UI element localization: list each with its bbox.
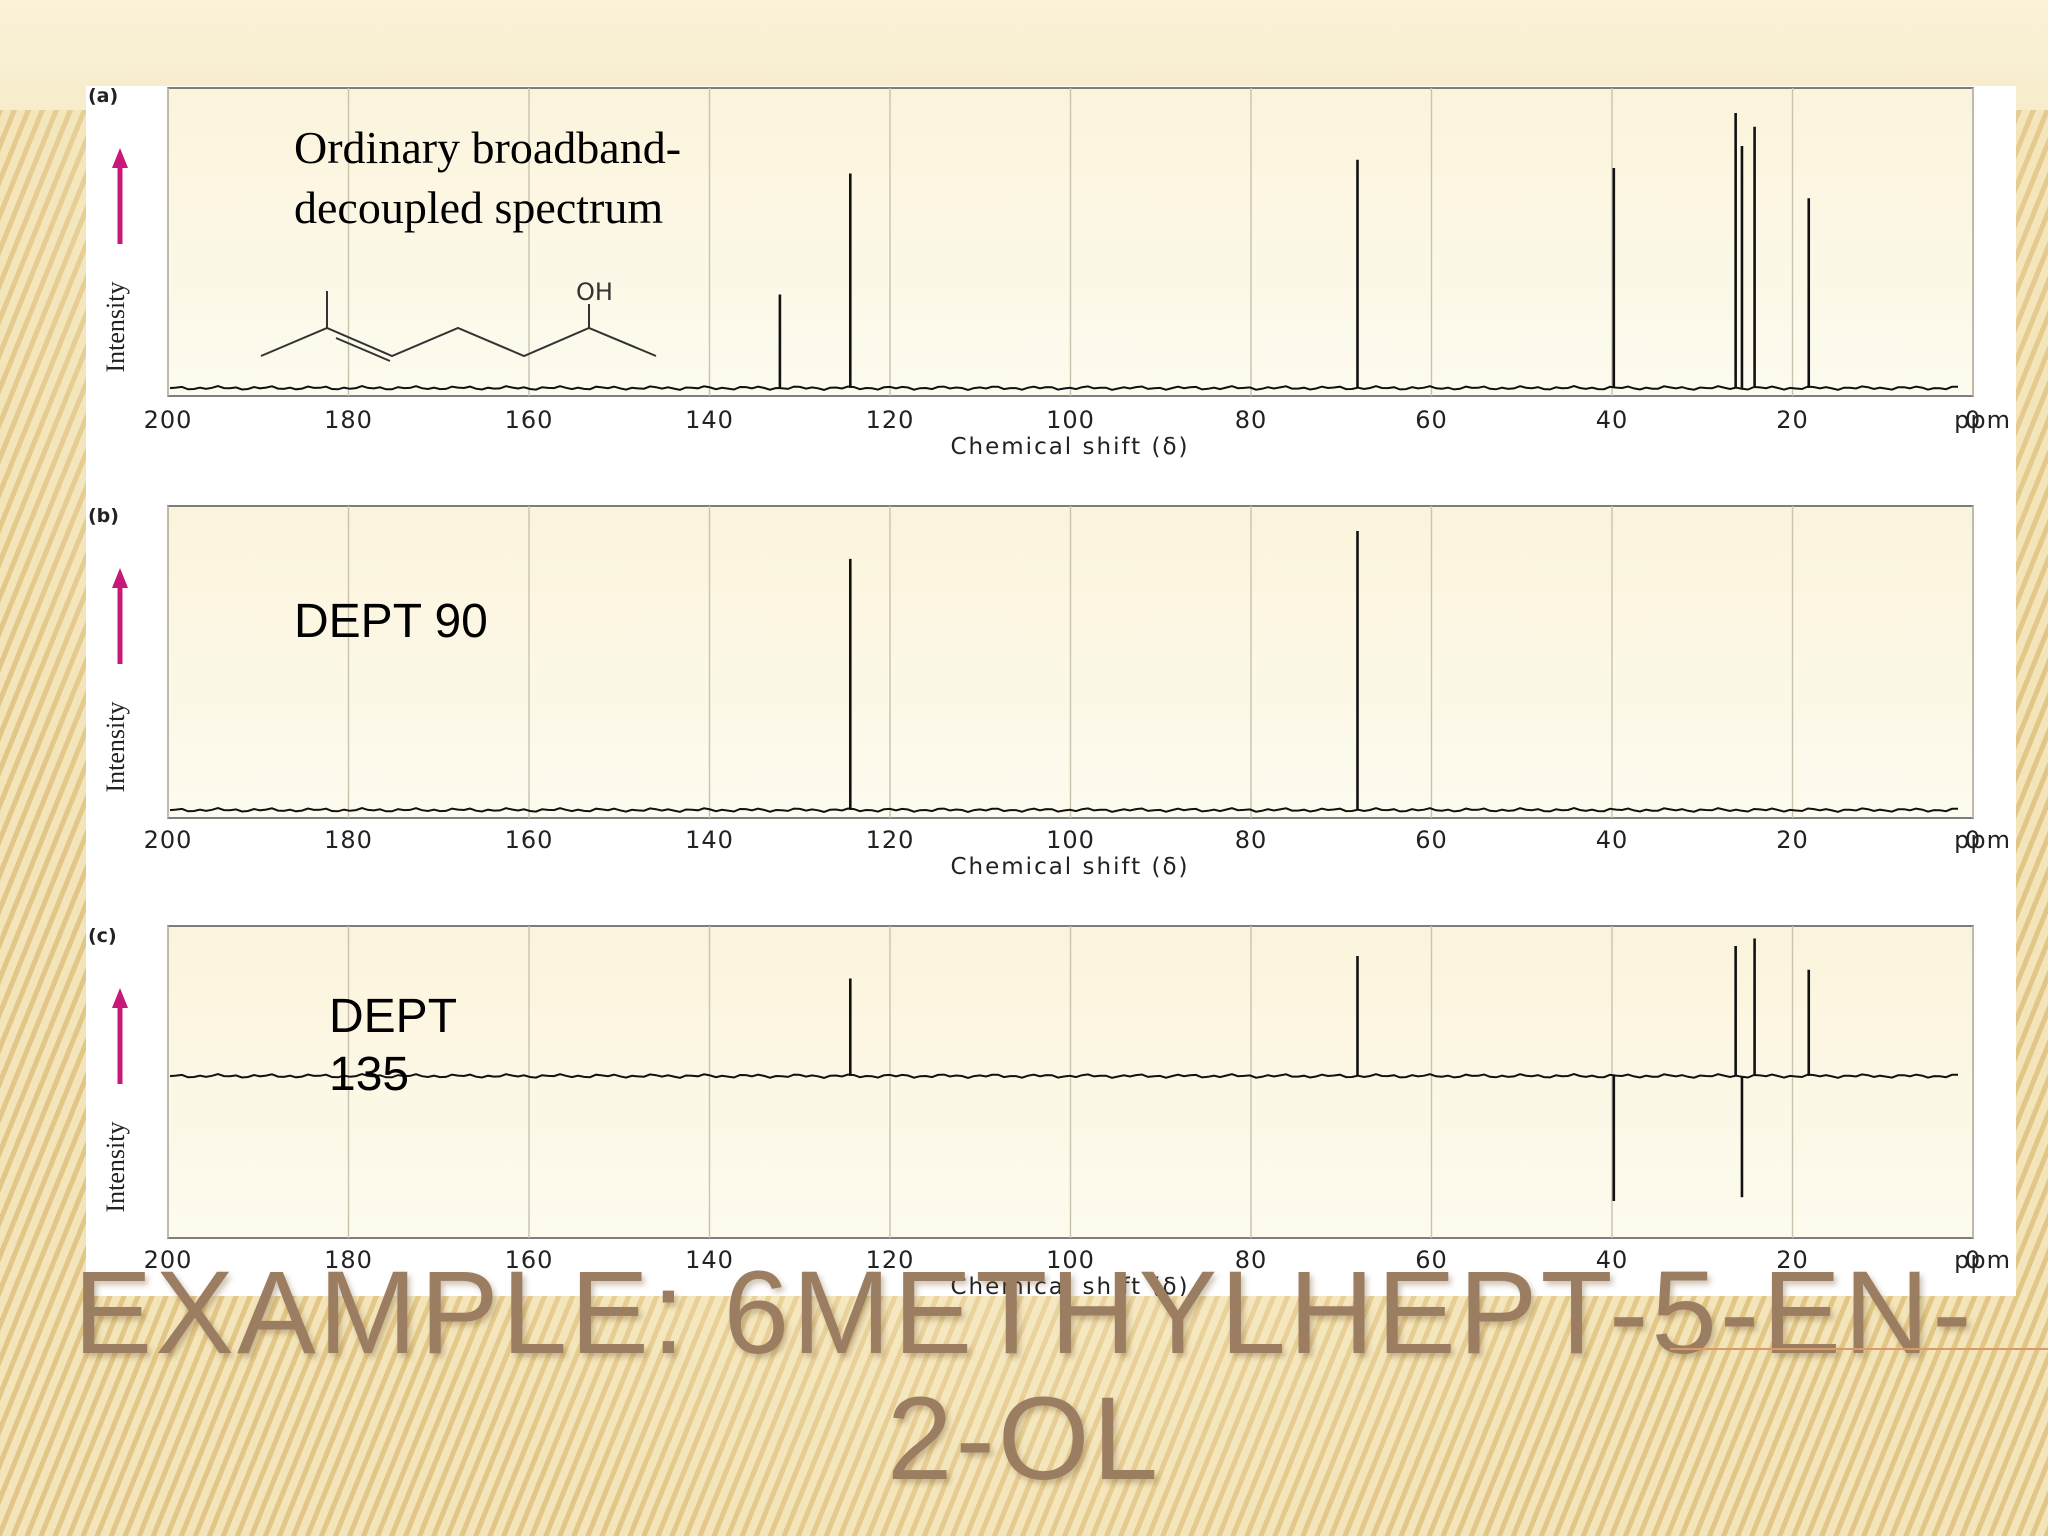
x-tick-label: 0 [1965, 1246, 1981, 1274]
baseline-trace [169, 385, 1958, 391]
baseline-trace [169, 1073, 1958, 1079]
panel-letter: (c) [88, 925, 117, 947]
y-axis-label: Intensity [101, 702, 130, 793]
x-unit-label: ppm [1954, 826, 2011, 854]
x-tick-label: 40 [1596, 826, 1629, 854]
x-tick-label: 60 [1415, 1246, 1448, 1274]
x-tick-label: 120 [866, 1246, 915, 1274]
x-tick-label: 80 [1235, 826, 1268, 854]
x-tick-label: 20 [1776, 826, 1809, 854]
x-unit-label: ppm [1954, 406, 2011, 434]
panel-b-title: DEPT 90 [294, 595, 488, 648]
x-tick-label: 180 [324, 406, 373, 434]
x-tick-label: 100 [1046, 826, 1095, 854]
molecule-oh-label: OH [576, 278, 613, 306]
molecule-double-bond [335, 337, 391, 362]
x-tick-label: 40 [1596, 1246, 1629, 1274]
x-tick-label: 20 [1776, 406, 1809, 434]
x-tick-label: 140 [685, 1246, 734, 1274]
x-tick-label: 60 [1415, 406, 1448, 434]
x-tick-label: 120 [866, 826, 915, 854]
x-unit-label: ppm [1954, 1246, 2011, 1274]
intensity-arrowhead [112, 568, 128, 588]
x-tick-label: 100 [1046, 1246, 1095, 1274]
x-axis-label: Chemical shift (δ) [950, 1274, 1189, 1296]
y-axis-label: Intensity [101, 282, 130, 373]
y-axis-label: Intensity [101, 1122, 130, 1213]
title-divider-line [1670, 1348, 2048, 1350]
slide-title: Example: 6Methylhept-5-en-2-ol [73, 1247, 1975, 1505]
x-tick-label: 200 [144, 1246, 193, 1274]
x-tick-label: 200 [144, 406, 193, 434]
molecule-structure: OH [260, 278, 657, 362]
x-tick-label: 0 [1965, 406, 1981, 434]
baseline-trace [169, 807, 1958, 813]
x-tick-label: 0 [1965, 826, 1981, 854]
x-tick-label: 20 [1776, 1246, 1809, 1274]
x-tick-label: 100 [1046, 406, 1095, 434]
panel-c-title-line1: DEPT [329, 990, 458, 1043]
panel-a-title-line2: decoupled spectrum [294, 182, 664, 233]
x-axis-label: Chemical shift (δ) [950, 854, 1189, 880]
x-axis-label: Chemical shift (δ) [950, 434, 1189, 460]
x-tick-label: 140 [685, 406, 734, 434]
x-tick-label: 40 [1596, 406, 1629, 434]
x-tick-label: 80 [1235, 406, 1268, 434]
x-tick-label: 160 [505, 406, 554, 434]
panel-letter: (b) [88, 505, 119, 527]
panel-a-title-line1: Ordinary broadband- [294, 122, 682, 173]
x-tick-label: 160 [505, 826, 554, 854]
intensity-arrowhead [112, 988, 128, 1008]
panel-a-title: Ordinary broadband- decoupled spectrum [294, 118, 681, 238]
nmr-figure: 200 180 160 140 120 100 80 60 40 20 0 ppm Chemical s… [86, 86, 2016, 1296]
panel-c-title: DEPT 135 [329, 988, 509, 1104]
x-tick-label: 200 [144, 826, 193, 854]
x-tick-label: 80 [1235, 1246, 1268, 1274]
panel-c-title-line2: 135 [329, 1048, 410, 1101]
x-tick-label: 60 [1415, 826, 1448, 854]
x-tick-label: 180 [324, 826, 373, 854]
intensity-arrowhead [112, 148, 128, 168]
panel-letter: (a) [88, 86, 118, 107]
x-tick-label: 140 [685, 826, 734, 854]
x-tick-label: 160 [505, 1246, 554, 1274]
x-tick-label: 180 [324, 1246, 373, 1274]
x-tick-label: 120 [866, 406, 915, 434]
